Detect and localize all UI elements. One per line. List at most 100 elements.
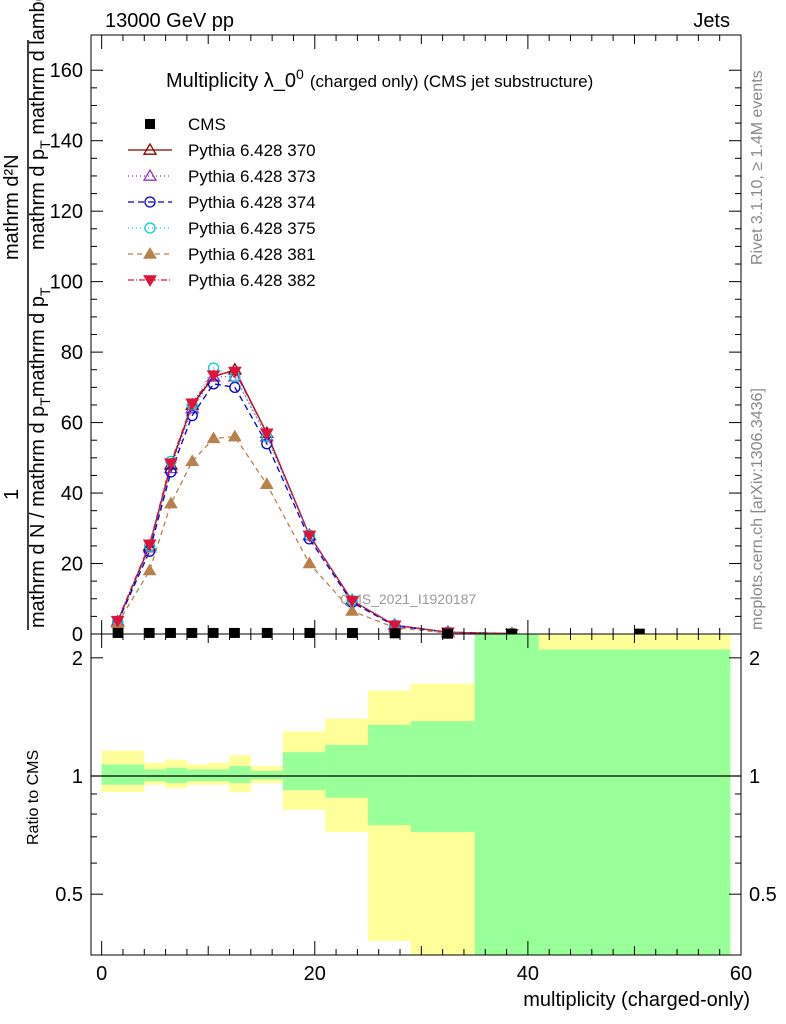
ylabel-top: mathrm d²N (1, 154, 23, 260)
legend-entry: Pythia 6.428 382 (128, 271, 316, 290)
series-line (117, 370, 512, 635)
series-point (345, 595, 359, 608)
rivet-label: Rivet 3.1.10, ≥ 1.4M events (749, 70, 766, 265)
main-title-text: Multiplicity λ_0 (166, 70, 296, 92)
series-point (302, 556, 317, 569)
legend-label: Pythia 6.428 374 (188, 193, 316, 212)
series-line (117, 383, 512, 635)
legend-label: CMS (188, 115, 226, 134)
series-point (164, 496, 178, 509)
series-point (345, 604, 359, 616)
main-y-ticks: 0 20 40 60 80 100 120 140 160 (50, 60, 741, 646)
main-ytick-label: 80 (61, 342, 83, 364)
main-ytick-label: 20 (61, 554, 83, 576)
series-point (144, 196, 156, 208)
ylabel-denominator: mathrm d N / mathrm d pTmathrm d pT (27, 287, 53, 628)
mcplots-label: mcplots.cern.ch [arXiv:1306.3436] (749, 388, 766, 630)
series-point (387, 620, 402, 633)
series-point (185, 398, 200, 411)
legend: CMS Pythia 6.428 370 Pythia 6.428 373 Pythi… (128, 115, 316, 290)
series-point (206, 370, 221, 383)
main-ytick-label: 60 (61, 413, 83, 435)
xlabel: multiplicity (charged-only) (523, 989, 750, 1011)
ratio-ytick-label: 0.5 (55, 884, 83, 906)
ratio-ytick-label: 2 (72, 648, 83, 670)
legend-entry: Pythia 6.428 381 (128, 245, 316, 264)
series-point (144, 222, 156, 234)
cms-point (229, 627, 240, 638)
ratio-ytick-label-right: 2 (749, 648, 760, 670)
legend-label: Pythia 6.428 373 (188, 167, 316, 186)
ratio-band-green (144, 769, 166, 782)
series-point (259, 477, 274, 489)
legend-entry: Pythia 6.428 374 (128, 193, 316, 212)
cms-point (187, 627, 198, 638)
legend-entry: Pythia 6.428 375 (128, 219, 316, 238)
cms-point (261, 627, 272, 638)
xtick-label: 40 (517, 963, 539, 985)
series-point (142, 539, 157, 552)
ratio-ytick-label: 1 (72, 766, 83, 788)
ratio-band-green (165, 767, 187, 783)
cms-point (144, 627, 155, 638)
ratio-band-green (368, 724, 411, 826)
ratio-band-green (325, 744, 369, 798)
series-line (117, 436, 512, 635)
series-point (185, 401, 200, 414)
ratio-band-green (208, 769, 230, 782)
main-title: Multiplicity λ_00 (charged only) (CMS jet… (166, 66, 593, 92)
series-point (227, 366, 242, 379)
main-ytick-label: 140 (50, 131, 83, 153)
main-ytick-label: 0 (72, 624, 83, 646)
series-point (143, 275, 157, 287)
main-ylabel: mathrm d²N 1 mathrm d pT mathrm d lambda… (1, 0, 53, 630)
main-ytick-label: 100 (50, 272, 83, 294)
header-left: 13000 GeV pp (105, 10, 234, 32)
main-ytick-label: 40 (61, 483, 83, 505)
legend-entry: Pythia 6.428 370 (128, 141, 316, 160)
ratio-band-green (538, 649, 731, 955)
ratio-bands (101, 634, 731, 955)
ylabel-numerator: 1 (1, 489, 23, 500)
series-point (142, 168, 158, 181)
ratio-ylabel: Ratio to CMS (25, 750, 42, 845)
ratio-ytick-label-right: 0.5 (749, 884, 777, 906)
cms-point (347, 627, 358, 638)
legend-label: Pythia 6.428 381 (188, 245, 316, 264)
xtick-label: 60 (730, 963, 752, 985)
xtick-label: 0 (96, 963, 107, 985)
series-point (259, 429, 274, 442)
series-point (164, 458, 178, 471)
series-point (302, 530, 317, 543)
xtick-label: 20 (304, 963, 326, 985)
main-ytick-label: 160 (50, 60, 83, 82)
main-title-sup: 0 (296, 66, 304, 82)
ratio-y-ticks: 0.5 0.5 1 1 2 2 (55, 648, 777, 906)
header-right: Jets (693, 10, 730, 32)
series-point (142, 142, 158, 155)
ratio-frame (90, 633, 742, 956)
series-point (259, 428, 274, 441)
series-point (206, 431, 221, 444)
ratio-ytick-label-right: 1 (749, 766, 760, 788)
series-point (142, 563, 157, 576)
ylabel-denominator-top: mathrm d pT mathrm d lambda (27, 0, 53, 250)
ratio-panel: 0.5 0.5 1 1 2 2 0 20 40 60 Ratio to CMS multipli… (25, 35, 777, 1011)
legend-entry: Pythia 6.428 373 (128, 167, 316, 186)
cms-point (112, 627, 123, 638)
ratio-band-green (474, 634, 539, 955)
cms-point (304, 627, 315, 638)
legend-label: Pythia 6.428 370 (188, 141, 316, 160)
legend-label: Pythia 6.428 382 (188, 271, 316, 290)
watermark: CMS_2021_I1920187 (340, 591, 476, 607)
main-subtitle: (charged only) (CMS jet substructure) (310, 72, 593, 91)
series-point (185, 454, 200, 467)
cms-point (208, 627, 219, 638)
series-point (110, 615, 125, 628)
main-ytick-label: 120 (50, 201, 83, 223)
legend-entry: CMS (145, 115, 226, 134)
ratio-band-green (229, 766, 251, 783)
series-point (227, 429, 242, 442)
